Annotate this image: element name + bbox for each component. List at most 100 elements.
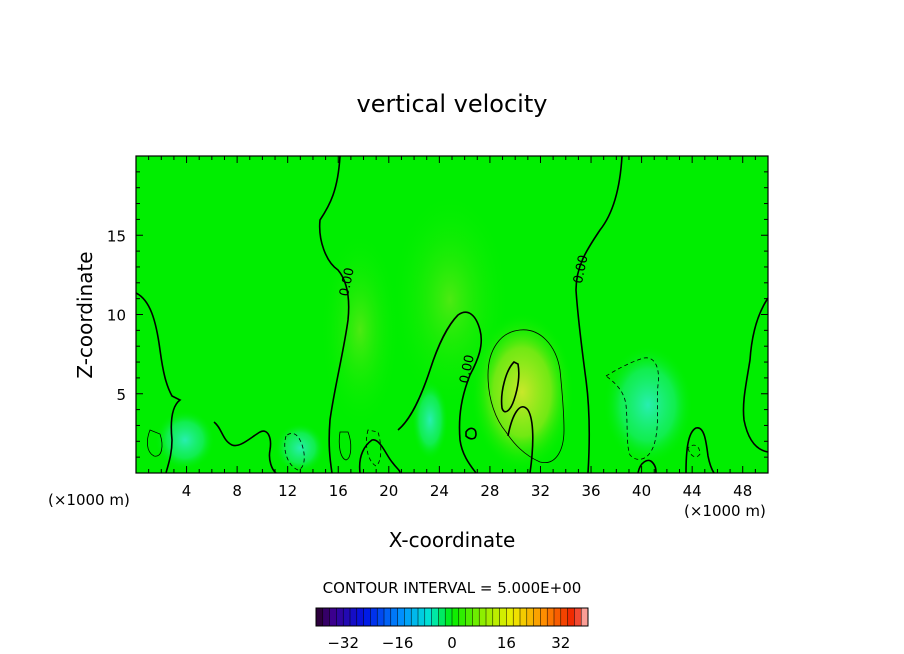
x-tick-label: 28 (480, 482, 499, 500)
zero-contour (742, 297, 768, 453)
colorbar-cell (356, 608, 364, 626)
downdraft-region (412, 380, 448, 460)
x-tick-label: 12 (278, 482, 297, 500)
colorbar-cell (533, 608, 541, 626)
x-tick-label: 40 (632, 482, 651, 500)
negative-contour (366, 429, 382, 467)
zero-contour (358, 439, 401, 473)
zero-contour (637, 459, 657, 473)
colorbar-cell (574, 608, 582, 626)
positive-contour (487, 329, 565, 463)
colorbar-cell (513, 608, 521, 626)
colorbar-cell (499, 608, 507, 626)
colorbar-tick-label: −16 (382, 634, 414, 652)
colorbar-cell (370, 608, 378, 626)
zero-contour (397, 311, 483, 473)
downdraft-region (275, 423, 325, 473)
colorbar-cell (554, 608, 562, 626)
contour-label: 0.00 (337, 266, 358, 297)
downdraft-region (155, 410, 215, 470)
colorbar-cell (560, 608, 568, 626)
zero-contour (507, 406, 534, 473)
colorbar-cell (492, 608, 500, 626)
contour-label: 0.00 (457, 354, 478, 385)
colorbar-frame (315, 607, 589, 627)
contour-label: 0.00 (571, 254, 592, 285)
zero-contour (575, 156, 623, 473)
zero-contour (318, 156, 350, 473)
colorbar-cell (424, 608, 432, 626)
positive-contour (146, 429, 163, 457)
colorbar-cell (506, 608, 514, 626)
colorbar-cell (472, 608, 480, 626)
x-tick-label: 24 (430, 482, 449, 500)
x-tick-label: 36 (581, 482, 600, 500)
colorbar-cell (418, 608, 426, 626)
colorbar-cell (520, 608, 528, 626)
colorbar-cell (377, 608, 385, 626)
colorbar-cell (350, 608, 358, 626)
x-tick-label: 44 (683, 482, 702, 500)
updraft-region (320, 230, 400, 430)
colorbar-cell (343, 608, 351, 626)
colorbar-tick-label: 16 (497, 634, 516, 652)
colorbar-cell (581, 608, 589, 626)
zero-contour (465, 427, 477, 440)
colorbar-cell (479, 608, 487, 626)
colorbar-cell (567, 608, 575, 626)
x-tick-label: 20 (379, 482, 398, 500)
downdraft-region (603, 345, 693, 465)
zero-contours (136, 156, 768, 473)
y-tick-label: 15 (107, 227, 126, 245)
negative-contours (284, 357, 701, 471)
colorbar-tick-label: 0 (447, 634, 457, 652)
colorbar-cell (526, 608, 534, 626)
plot-area: 0.00 0.00 0.00 (136, 156, 768, 473)
colorbar-cell (458, 608, 466, 626)
colorbar-cell (540, 608, 548, 626)
colorbar-cell (384, 608, 392, 626)
colorbar-cell (316, 608, 324, 626)
colorbar-cell (465, 608, 473, 626)
colorbar: −32 −16 0 16 32 (315, 607, 589, 652)
zero-contour (213, 421, 277, 473)
colorbar-cell (390, 608, 398, 626)
negative-contour (284, 432, 305, 471)
colorbar-cell (336, 608, 344, 626)
colorbar-tick-label: 32 (551, 634, 570, 652)
colorbar-tick-label: −32 (327, 634, 359, 652)
colorbar-cell (397, 608, 405, 626)
colorbar-cell (411, 608, 419, 626)
positive-contours (146, 329, 565, 463)
x-tick-label: 4 (182, 482, 192, 500)
colorbar-cell (445, 608, 453, 626)
y-axis-label: Z-coordinate (73, 251, 97, 378)
x-tick-label: 48 (733, 482, 752, 500)
colorbar-cell (404, 608, 412, 626)
negative-contour (605, 357, 659, 460)
contour-interval: CONTOUR INTERVAL = 5.000E+00 (323, 579, 582, 597)
x-unit-right: (×1000 m) (684, 502, 766, 520)
contour-labels: 0.00 0.00 0.00 (337, 254, 592, 385)
colorbar-cell (547, 608, 555, 626)
zero-contour (685, 427, 715, 473)
y-tick-label: 5 (116, 386, 126, 404)
positive-contour (500, 361, 520, 413)
positive-contour (338, 431, 352, 461)
updraft-region (390, 190, 510, 410)
x-tick-label: 8 (232, 482, 242, 500)
zero-contour (136, 292, 182, 473)
colorbar-cell (438, 608, 446, 626)
chart-title: vertical velocity (357, 90, 548, 118)
colorbar-cell (363, 608, 371, 626)
colorbar-cell (486, 608, 494, 626)
negative-contour (687, 444, 701, 458)
colorbar-cell (329, 608, 337, 626)
colorbar-cell (431, 608, 439, 626)
x-tick-label: 32 (531, 482, 550, 500)
y-tick-label: 10 (107, 307, 126, 325)
x-tick-label: 16 (329, 482, 348, 500)
colorbar-cell (452, 608, 460, 626)
